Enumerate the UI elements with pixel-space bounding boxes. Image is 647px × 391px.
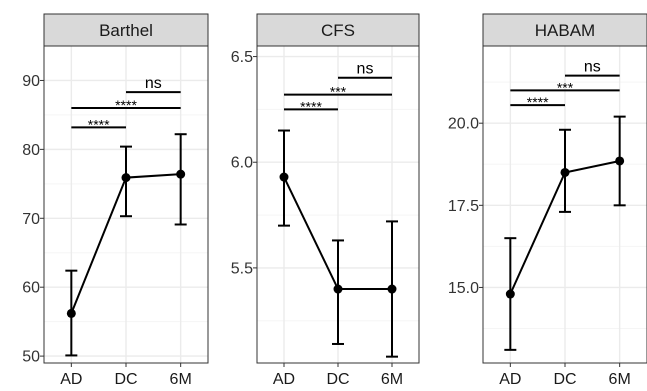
- x-tick-label: DC: [553, 371, 576, 388]
- y-tick-label: 6.5: [231, 49, 253, 66]
- strip-header: [482, 13, 647, 47]
- data-point: [387, 284, 397, 294]
- data-point: [176, 169, 186, 179]
- significance-label: ****: [115, 97, 137, 113]
- x-tick-label: AD: [499, 371, 521, 388]
- x-tick-label: 6M: [381, 371, 403, 388]
- strip-title: Barthel: [99, 21, 153, 40]
- y-tick-label: 70: [22, 211, 40, 228]
- y-tick-label: 60: [22, 280, 40, 297]
- x-tick-label: 6M: [170, 371, 192, 388]
- significance-label: ***: [330, 84, 347, 100]
- y-tick-label: 50: [22, 349, 40, 366]
- y-tick-label: 6.0: [231, 155, 253, 172]
- y-tick-label: 20.0: [448, 116, 479, 133]
- panel-content: *******ns: [278, 61, 398, 358]
- x-tick-label: 6M: [609, 371, 631, 388]
- significance-label: ****: [88, 116, 110, 132]
- significance-label: ***: [557, 79, 574, 95]
- y-tick-label: 80: [22, 142, 40, 159]
- data-point: [505, 289, 515, 299]
- significance-label: ****: [527, 94, 549, 110]
- y-tick-label: 5.5: [231, 260, 253, 277]
- x-tick-label: DC: [114, 371, 137, 388]
- data-point: [560, 167, 570, 177]
- y-tick-label: 15.0: [448, 280, 479, 297]
- data-point: [66, 308, 76, 318]
- y-tick-label: 90: [22, 73, 40, 90]
- strip-title: HABAM: [535, 21, 595, 40]
- x-tick-label: AD: [60, 371, 82, 388]
- x-tick-label: DC: [326, 371, 349, 388]
- strip-header: [43, 13, 209, 47]
- significance-label: ns: [357, 61, 374, 78]
- y-tick-label: 17.5: [448, 198, 479, 215]
- strip-title: CFS: [321, 21, 355, 40]
- data-point: [279, 172, 289, 182]
- data-point: [121, 173, 131, 183]
- panel-content: **** **** ns: [65, 75, 187, 357]
- data-point: [615, 156, 625, 166]
- significance-label: ns: [584, 59, 601, 76]
- facet-panel-0: Barthel 50 60 70 80 90 AD DC 6M **** **** ns: [22, 13, 209, 388]
- significance-label: ns: [145, 75, 162, 92]
- panel-content: *******ns: [504, 59, 626, 351]
- significance-label: ****: [300, 98, 322, 114]
- strip-header: [256, 13, 420, 47]
- x-tick-label: AD: [273, 371, 295, 388]
- data-point: [333, 284, 343, 294]
